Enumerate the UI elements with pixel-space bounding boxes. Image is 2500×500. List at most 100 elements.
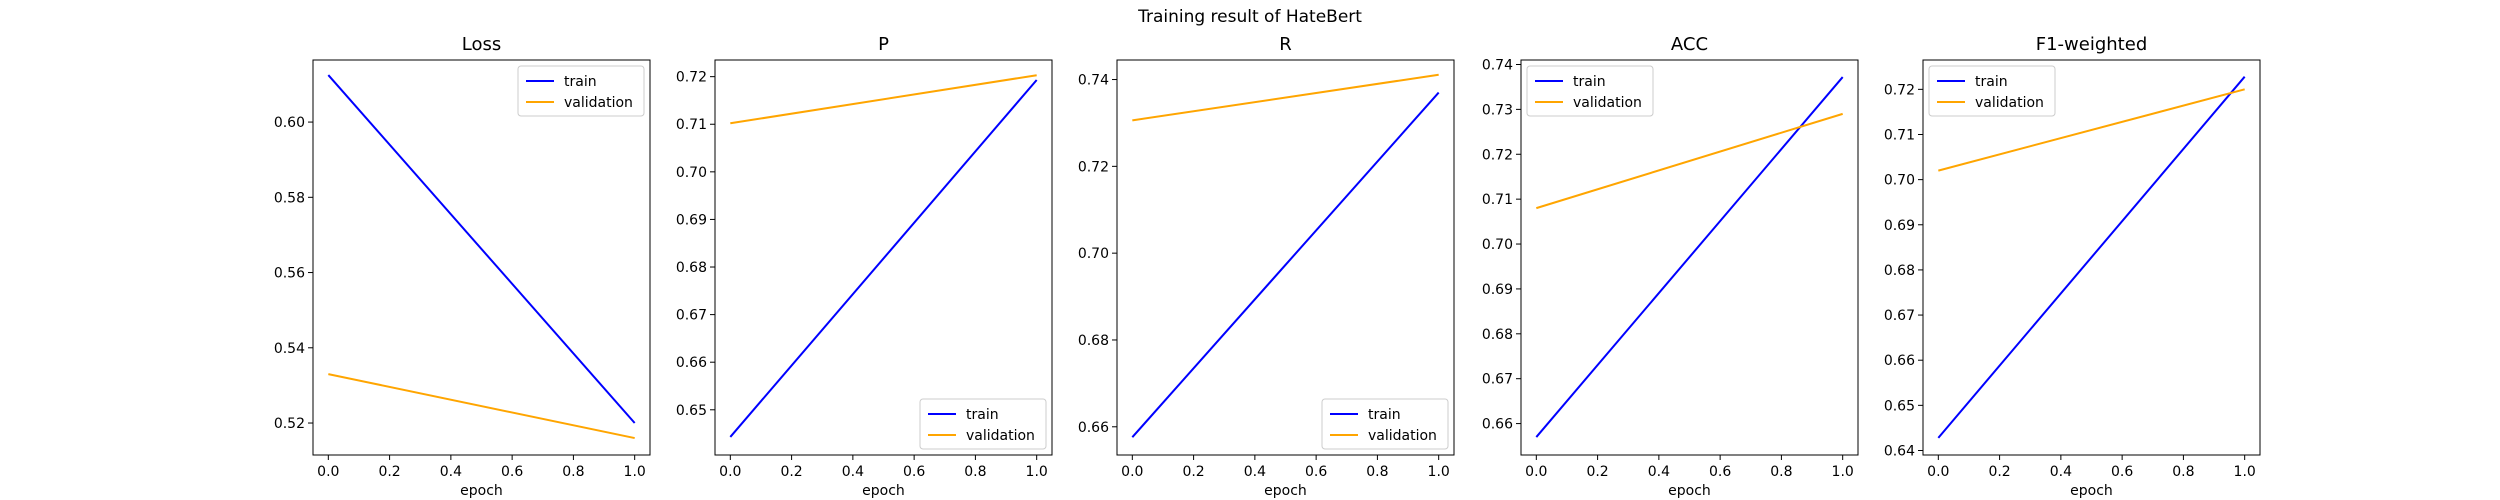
y-tick-label: 0.69 <box>1884 218 1915 234</box>
legend: train validation <box>1526 65 1654 117</box>
x-tick-label: 0.4 <box>842 464 864 480</box>
x-tick-label: 0.6 <box>1709 464 1731 480</box>
y-tick-label: 0.67 <box>676 308 707 324</box>
y-tick-label: 0.67 <box>1884 308 1915 324</box>
series-line-train <box>729 79 1038 438</box>
y-tick-label: 0.71 <box>1482 192 1513 208</box>
y-tick-label: 0.72 <box>676 70 707 86</box>
y-tick-label: 0.71 <box>676 117 707 133</box>
subplot-title: Loss <box>462 34 501 55</box>
subplot-1: Loss 0.0 0.2 0.4 0.6 0.8 1.0 epoch 0.52 0.54 0.56 0… <box>274 34 651 499</box>
x-tick-label: 0.0 <box>1121 464 1143 480</box>
y-tick-label: 0.68 <box>1078 333 1109 349</box>
x-tick-label: 0.8 <box>1770 464 1792 480</box>
x-tick-label: 0.4 <box>2050 464 2072 480</box>
subplot-2: P 0.0 0.2 0.4 0.6 0.8 1.0 epoch 0.65 0.66 0.67 0.68… <box>676 34 1053 499</box>
legend-label-train: train <box>1368 407 1401 423</box>
legend-label-validation: validation <box>564 95 633 111</box>
x-tick-label: 0.4 <box>1648 464 1670 480</box>
y-tick-label: 0.66 <box>676 355 707 371</box>
legend-label-train: train <box>1975 74 2008 90</box>
x-axis-label: epoch <box>1264 483 1307 499</box>
legend-label-train: train <box>564 74 597 90</box>
y-tick-label: 0.70 <box>1884 173 1915 189</box>
y-tick-label: 0.60 <box>274 115 305 131</box>
y-tick-label: 0.67 <box>1482 372 1513 388</box>
legend-label-train: train <box>1573 74 1606 90</box>
figure-suptitle: Training result of HateBert <box>1138 7 1362 27</box>
x-tick-label: 1.0 <box>1832 464 1854 480</box>
y-tick-label: 0.65 <box>1884 398 1915 414</box>
x-axis-label: epoch <box>2070 483 2113 499</box>
y-tick-label: 0.68 <box>1482 327 1513 343</box>
subplot-title: F1-weighted <box>2036 34 2148 55</box>
y-tick-label: 0.66 <box>1078 420 1109 436</box>
series-line-train <box>1131 91 1440 438</box>
series-line-validation <box>1938 88 2245 172</box>
y-tick-label: 0.74 <box>1482 57 1513 73</box>
series-line-validation <box>1536 112 1843 210</box>
y-tick-label: 0.66 <box>1884 353 1915 369</box>
series-line-validation <box>730 74 1037 125</box>
plot-area-frame <box>1520 59 1859 456</box>
subplot-5: F1-weighted 0.0 0.2 0.4 0.6 0.8 1.0 epoch 0.64 0.… <box>1884 34 2261 499</box>
x-tick-label: 0.4 <box>1244 464 1266 480</box>
y-tick-label: 0.56 <box>274 266 305 282</box>
plot-area-frame <box>1922 59 2261 456</box>
x-tick-label: 0.2 <box>1988 464 2010 480</box>
x-tick-label: 0.2 <box>378 464 400 480</box>
x-tick-label: 0.6 <box>1305 464 1327 480</box>
plot-area-frame <box>714 59 1053 456</box>
x-axis-label: epoch <box>460 483 503 499</box>
y-tick-label: 0.68 <box>1884 263 1915 279</box>
subplot-title: ACC <box>1671 34 1708 55</box>
x-tick-label: 0.8 <box>964 464 986 480</box>
plot-area-frame <box>312 59 651 456</box>
y-tick-label: 0.69 <box>1482 282 1513 298</box>
legend-box <box>1526 65 1654 117</box>
x-tick-label: 0.0 <box>1525 464 1547 480</box>
y-tick-label: 0.70 <box>1078 246 1109 262</box>
subplot-title: P <box>878 34 889 55</box>
x-tick-label: 0.8 <box>562 464 584 480</box>
x-tick-label: 0.6 <box>903 464 925 480</box>
series-line-train <box>1535 76 1844 438</box>
legend: train validation <box>1321 398 1449 450</box>
legend-label-validation: validation <box>1573 95 1642 111</box>
series-line-train <box>1937 76 2246 439</box>
y-tick-label: 0.73 <box>1482 102 1513 118</box>
legend-label-validation: validation <box>1975 95 2044 111</box>
x-tick-label: 0.0 <box>1927 464 1949 480</box>
legend: train validation <box>517 65 645 117</box>
x-tick-label: 0.8 <box>2172 464 2194 480</box>
y-tick-label: 0.68 <box>676 260 707 276</box>
legend-box <box>919 398 1047 450</box>
series-line-train <box>327 74 636 424</box>
subplot-4: ACC 0.0 0.2 0.4 0.6 0.8 1.0 epoch 0.66 0.67 0.68 0.… <box>1482 34 1859 499</box>
x-tick-label: 0.4 <box>440 464 462 480</box>
y-tick-label: 0.58 <box>274 190 305 206</box>
y-tick-label: 0.65 <box>676 403 707 419</box>
y-tick-label: 0.74 <box>1078 73 1109 89</box>
legend-label-validation: validation <box>966 428 1035 444</box>
x-tick-label: 1.0 <box>2234 464 2256 480</box>
plot-area-frame <box>1116 59 1455 456</box>
y-tick-label: 0.70 <box>1482 237 1513 253</box>
legend-box <box>517 65 645 117</box>
x-axis-label: epoch <box>1668 483 1711 499</box>
subplot-title: R <box>1279 34 1292 55</box>
y-tick-label: 0.70 <box>676 165 707 181</box>
legend-label-train: train <box>966 407 999 423</box>
x-tick-label: 0.0 <box>317 464 339 480</box>
x-tick-label: 0.0 <box>719 464 741 480</box>
y-tick-label: 0.72 <box>1482 147 1513 163</box>
x-tick-label: 0.2 <box>780 464 802 480</box>
legend-label-validation: validation <box>1368 428 1437 444</box>
x-tick-label: 0.2 <box>1182 464 1204 480</box>
subplot-3: R 0.0 0.2 0.4 0.6 0.8 1.0 epoch 0.66 0.68 0.70 0.72… <box>1078 34 1455 499</box>
legend: train validation <box>919 398 1047 450</box>
legend-box <box>1321 398 1449 450</box>
y-tick-label: 0.72 <box>1078 159 1109 175</box>
series-line-validation <box>328 373 635 440</box>
